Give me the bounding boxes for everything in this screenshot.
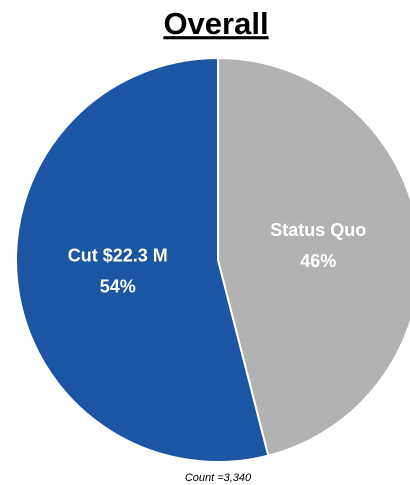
data-label: 54%: [100, 276, 136, 296]
slice-label: Status Quo: [270, 220, 366, 240]
slice-label: Cut $22.3 M: [68, 245, 168, 265]
data-label: 46%: [300, 251, 336, 271]
pie-slice: [15, 56, 270, 463]
chart-title: Overall: [163, 6, 268, 41]
pie-slice: [217, 56, 410, 457]
annotation: Count =3,340: [185, 472, 252, 484]
